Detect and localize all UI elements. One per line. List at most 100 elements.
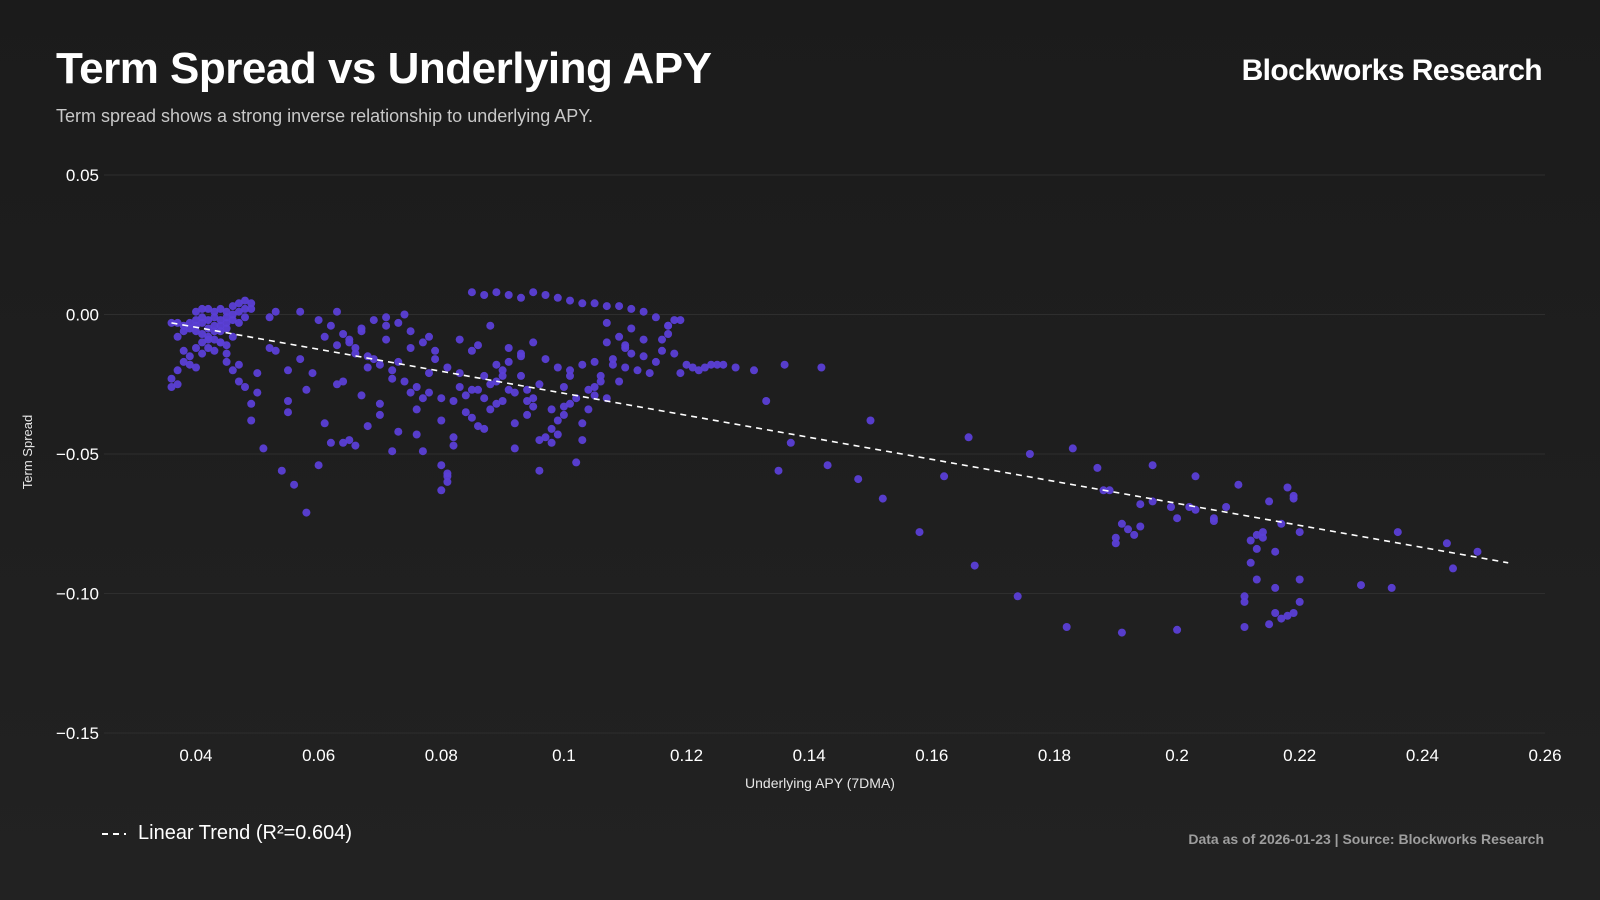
data-point	[559, 402, 568, 411]
data-point	[621, 344, 630, 352]
data-point	[602, 318, 611, 327]
data-point	[529, 338, 538, 347]
data-point	[566, 366, 574, 375]
data-point	[179, 346, 188, 355]
data-point	[1283, 611, 1292, 620]
data-point	[1111, 539, 1120, 548]
data-point	[492, 360, 501, 369]
data-point	[639, 352, 648, 361]
data-point	[627, 304, 636, 313]
x-tick-label: 0.24	[1406, 746, 1439, 765]
data-point	[259, 444, 268, 453]
data-point	[400, 310, 409, 319]
data-point	[198, 304, 207, 313]
data-point	[339, 330, 348, 338]
trend-line-group	[171, 322, 1509, 564]
data-point	[529, 402, 538, 411]
data-point	[247, 304, 256, 313]
data-point	[602, 302, 611, 311]
data-point	[302, 385, 311, 394]
data-point	[320, 332, 329, 341]
data-point	[363, 363, 372, 372]
data-point	[658, 346, 666, 355]
data-point	[559, 383, 568, 391]
data-point	[866, 416, 875, 425]
data-point	[320, 419, 329, 428]
data-point	[192, 344, 200, 352]
data-point	[333, 380, 341, 389]
y-tick-label: −0.05	[56, 445, 99, 464]
data-point	[970, 561, 979, 570]
data-point	[578, 419, 587, 428]
data-points	[167, 288, 1482, 637]
data-point	[388, 366, 397, 375]
data-point	[1173, 514, 1182, 523]
data-point	[523, 397, 532, 405]
data-point	[1473, 547, 1482, 556]
data-point	[412, 430, 421, 439]
data-point	[247, 416, 256, 425]
data-point	[412, 383, 421, 391]
data-point	[455, 369, 464, 378]
data-point	[602, 338, 611, 347]
data-point	[940, 472, 949, 481]
data-point	[234, 377, 243, 386]
data-point	[480, 371, 489, 380]
data-point	[762, 397, 771, 405]
data-point	[664, 330, 673, 338]
data-point	[234, 318, 243, 327]
data-point	[688, 363, 697, 372]
data-point	[210, 327, 219, 336]
data-point	[271, 307, 280, 316]
data-point	[314, 316, 323, 325]
data-point	[510, 419, 519, 428]
y-tick-label: −0.15	[56, 724, 99, 743]
data-point	[369, 355, 378, 364]
data-point	[590, 357, 599, 366]
data-point	[590, 299, 599, 308]
data-point	[425, 388, 433, 397]
brand-logo: Blockworks Research	[1241, 54, 1543, 87]
data-point	[627, 349, 636, 358]
data-point	[406, 388, 415, 397]
data-point	[1240, 592, 1249, 601]
data-point	[179, 357, 188, 366]
data-point	[173, 318, 182, 327]
data-point	[504, 385, 513, 394]
data-point	[192, 327, 200, 336]
data-point	[198, 349, 207, 358]
data-point	[535, 436, 544, 445]
data-point	[228, 316, 237, 325]
data-point	[498, 397, 507, 405]
data-point	[388, 447, 397, 456]
legend-label: Linear Trend (R²=0.604)	[138, 822, 353, 844]
data-point	[222, 357, 231, 366]
data-point	[192, 316, 200, 325]
data-point	[333, 341, 341, 350]
data-point	[553, 430, 562, 439]
data-point	[1167, 503, 1175, 511]
data-point	[234, 299, 243, 308]
data-point	[1258, 528, 1267, 537]
data-point	[572, 394, 581, 403]
data-point	[1117, 628, 1126, 637]
data-point	[449, 433, 458, 442]
data-point	[192, 307, 200, 316]
data-point	[284, 408, 292, 417]
data-point	[1117, 519, 1126, 528]
data-point	[198, 330, 207, 338]
data-point	[639, 335, 648, 344]
data-point	[302, 508, 311, 517]
data-point	[1265, 497, 1274, 506]
data-point	[425, 332, 433, 341]
data-point	[253, 388, 262, 397]
data-point	[1185, 503, 1194, 511]
data-point	[498, 366, 507, 375]
data-point	[455, 335, 464, 344]
data-point	[1124, 525, 1132, 534]
data-point	[467, 413, 476, 422]
data-point	[443, 363, 452, 372]
data-point	[774, 466, 783, 475]
data-point	[566, 399, 574, 408]
data-point	[437, 486, 446, 495]
